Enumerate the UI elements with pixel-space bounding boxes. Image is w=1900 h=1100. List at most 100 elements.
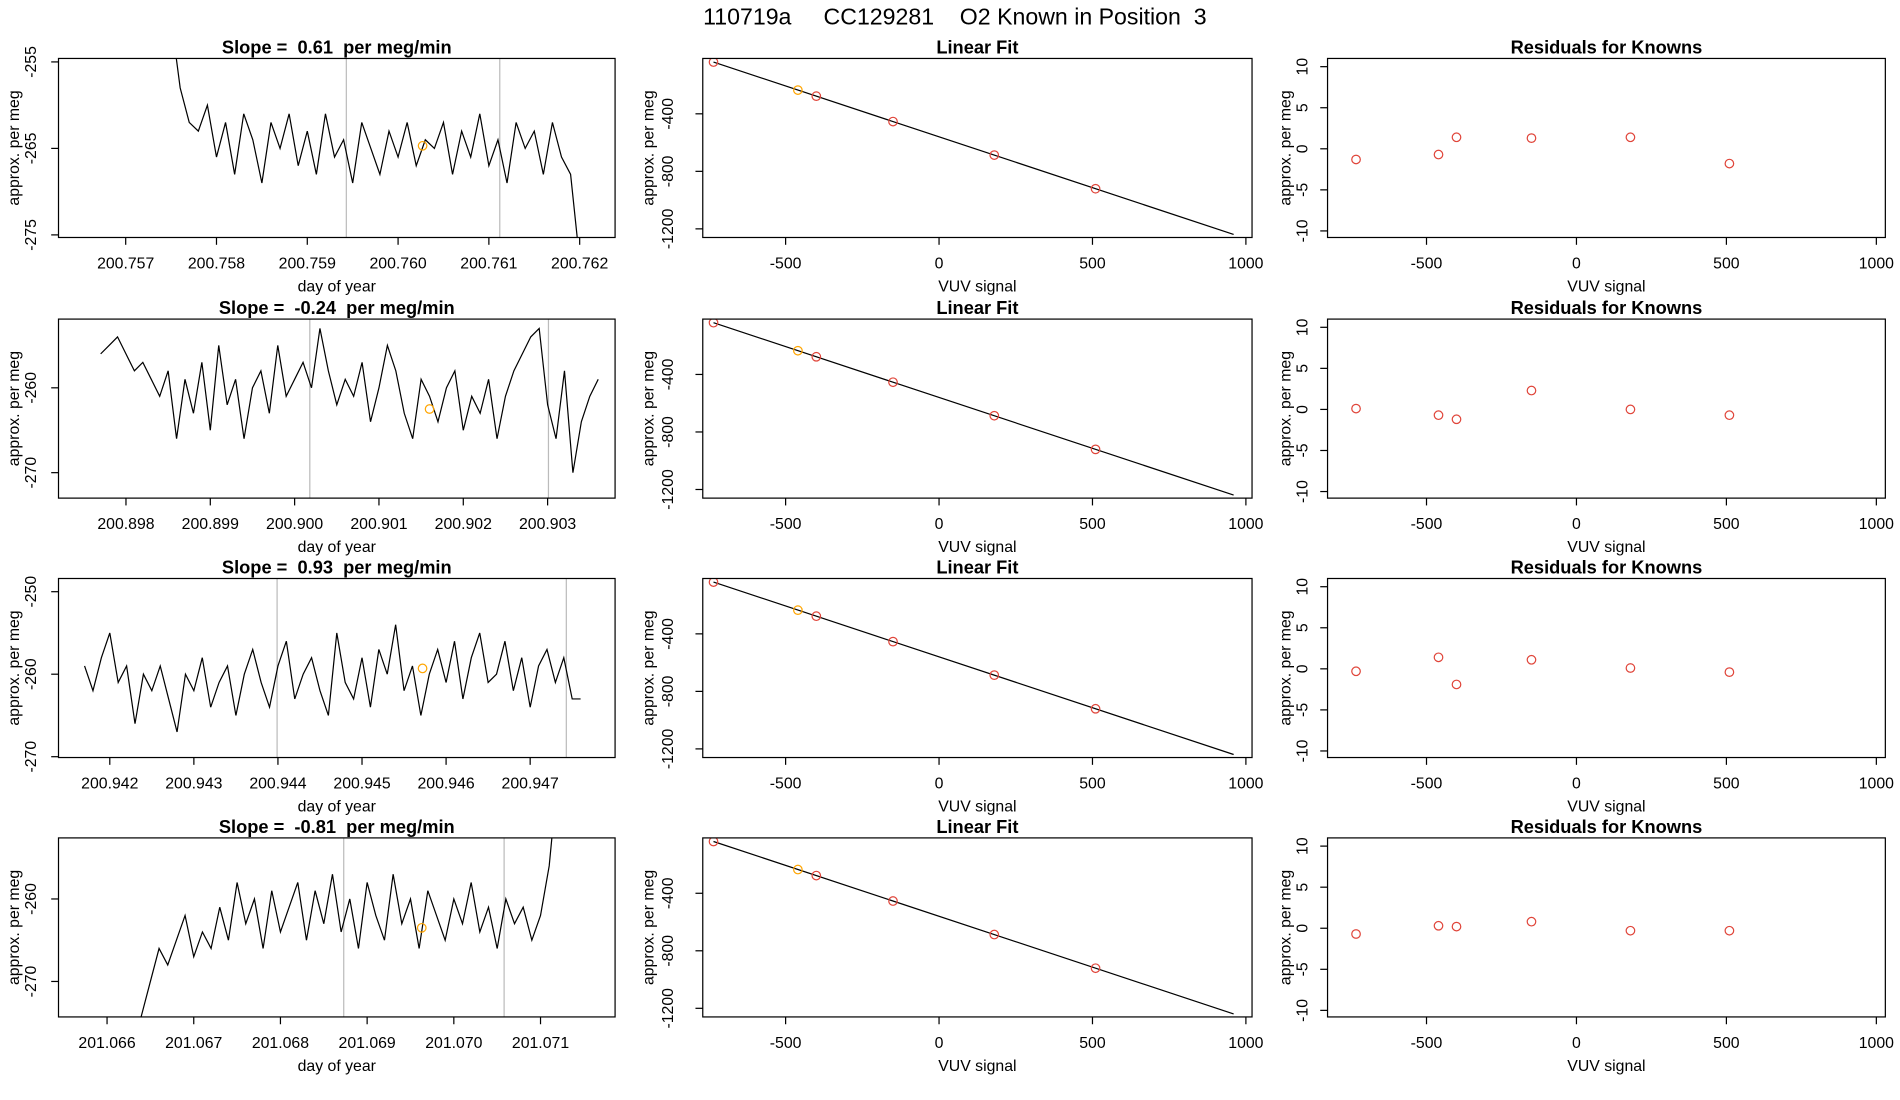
point <box>793 345 803 356</box>
point <box>1351 929 1361 939</box>
panel-title: Linear Fit <box>936 816 1018 837</box>
x-tick-label: 1000 <box>1859 776 1894 793</box>
x-tick-label: 0 <box>1572 1035 1581 1052</box>
plot-frame <box>702 57 1253 239</box>
plot-frame <box>1326 837 1886 1018</box>
plot-area <box>708 837 1234 1015</box>
x-tick-label: 500 <box>1079 516 1106 533</box>
x-axis-label: VUV signal <box>1567 279 1645 296</box>
plot-area <box>1351 132 1735 169</box>
point <box>793 864 803 875</box>
x-tick-label: -500 <box>1411 1035 1443 1052</box>
point <box>1090 963 1101 974</box>
x-tick-label: 201.067 <box>165 1035 222 1052</box>
point <box>1090 183 1101 194</box>
point <box>1090 444 1101 455</box>
y-axis-label: approx. per meg <box>640 351 657 466</box>
y-tick-label: -260 <box>23 883 40 915</box>
point <box>1451 679 1462 690</box>
plot-frame <box>57 577 616 759</box>
y-tick-label: -5 <box>1294 183 1311 197</box>
x-tick-label: 201.069 <box>339 1035 396 1052</box>
x-tick-label: 200.944 <box>249 776 306 793</box>
point <box>708 319 719 328</box>
plot-area <box>708 58 1234 236</box>
point <box>989 670 1000 681</box>
x-tick-label: -500 <box>770 255 802 272</box>
point <box>1625 925 1636 936</box>
plot-frame <box>57 837 616 1018</box>
x-tick-label: 200.903 <box>519 516 576 533</box>
highlight-point <box>424 404 435 414</box>
y-tick-label: 10 <box>1294 837 1311 855</box>
x-tick-label: 500 <box>1713 255 1740 272</box>
y-tick-label: -270 <box>23 741 40 773</box>
panel: Slope = -0.81 per meg/min 201.066 201.067 2… <box>6 816 616 1075</box>
y-tick-label: -275 <box>23 219 40 251</box>
y-tick-label: -255 <box>23 46 40 78</box>
panel: Slope = 0.61 per meg/min 200.757 200.758 20… <box>6 37 616 296</box>
x-tick-label: -500 <box>1411 516 1443 533</box>
y-tick-label: 5 <box>1294 623 1311 632</box>
y-tick-label: 0 <box>1294 144 1311 153</box>
y-tick-label: -5 <box>1294 443 1311 457</box>
plot-area <box>708 578 1234 756</box>
y-tick-label: -260 <box>23 372 40 404</box>
y-tick-label: 0 <box>1294 924 1311 933</box>
y-tick-label: -1200 <box>660 728 677 769</box>
x-tick-label: 200.900 <box>266 516 323 533</box>
point <box>1351 154 1361 165</box>
plot-area <box>100 319 599 499</box>
fit-line <box>713 61 1234 236</box>
data-line <box>83 624 581 733</box>
x-tick-label: 200.943 <box>165 776 222 793</box>
x-axis-label: VUV signal <box>938 279 1016 296</box>
x-axis-label: VUV signal <box>1567 1058 1645 1075</box>
point <box>1433 652 1444 663</box>
x-tick-label: 1000 <box>1228 516 1263 533</box>
point <box>1526 133 1537 143</box>
plot-area <box>1351 652 1735 690</box>
y-tick-label: -10 <box>1294 739 1311 762</box>
point <box>708 837 719 847</box>
x-tick-label: 0 <box>1572 255 1581 272</box>
x-tick-label: 200.760 <box>369 255 426 272</box>
point <box>811 351 822 362</box>
plot-frame <box>702 318 1253 499</box>
point <box>811 870 822 881</box>
x-axis-label: day of year <box>298 539 377 556</box>
x-tick-label: 500 <box>1713 1035 1740 1052</box>
x-axis-label: VUV signal <box>1567 539 1645 556</box>
fit-line <box>713 581 1234 756</box>
data-line <box>175 58 578 238</box>
x-tick-label: 0 <box>935 1035 944 1052</box>
panel-title: Slope = 0.93 per meg/min <box>222 557 452 578</box>
x-tick-label: 1000 <box>1859 1035 1894 1052</box>
x-tick-label: 500 <box>1713 516 1740 533</box>
point <box>1451 921 1462 932</box>
x-tick-label: 201.068 <box>252 1035 309 1052</box>
y-tick-label: -1200 <box>660 988 677 1029</box>
panel: Residuals for Knowns -500 0 500 1000 -10 -5 0 5 1… <box>1277 297 1894 556</box>
y-tick-label: 10 <box>1294 318 1311 336</box>
y-tick-label: -800 <box>660 675 677 707</box>
point <box>1433 149 1444 160</box>
x-tick-label: 500 <box>1079 1035 1106 1052</box>
x-tick-label: 200.902 <box>435 516 492 533</box>
x-tick-label: 200.899 <box>182 516 239 533</box>
x-tick-label: 200.901 <box>350 516 407 533</box>
data-line <box>100 327 599 473</box>
x-tick-label: 200.759 <box>279 255 336 272</box>
x-tick-label: -500 <box>770 776 802 793</box>
y-axis-label: approx. per meg <box>6 870 23 985</box>
y-tick-label: -265 <box>23 132 40 164</box>
y-tick-label: -5 <box>1294 703 1311 717</box>
x-tick-label: 200.947 <box>502 776 559 793</box>
y-tick-label: -270 <box>23 457 40 489</box>
plot-frame <box>702 837 1253 1018</box>
main-title: 110719a CC129281 O2 Known in Position 3 <box>703 3 1207 29</box>
y-tick-label: -10 <box>1294 219 1311 242</box>
data-line <box>140 837 553 1017</box>
x-tick-label: 200.946 <box>417 776 474 793</box>
y-tick-label: 0 <box>1294 664 1311 673</box>
